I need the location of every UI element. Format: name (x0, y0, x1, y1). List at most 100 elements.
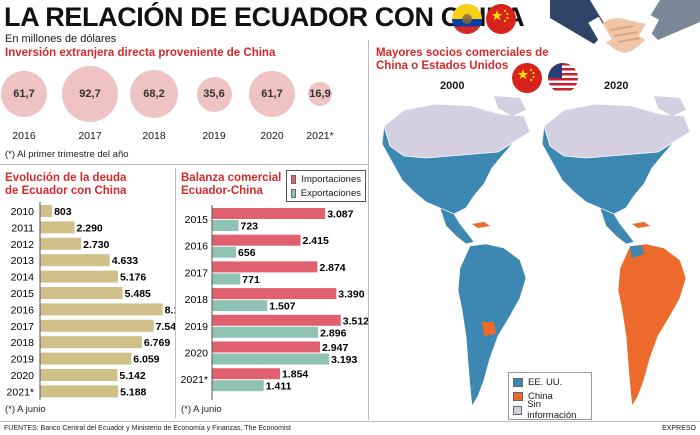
debt-value-label: 6.059 (133, 354, 159, 366)
exports-bar (212, 273, 241, 285)
canada-2000 (383, 103, 531, 159)
imports-bar (212, 288, 337, 300)
debt-bar (40, 287, 123, 299)
vertical-divider-small (175, 168, 176, 418)
inversion-bubble-chart: 61,7 2016 92,7 2017 68,2 2018 35,6 2019 61,7 2020… (0, 62, 368, 147)
map-year-right: 2020 (604, 80, 629, 92)
map-legend-none-label: Sin información (527, 399, 577, 421)
debt-bar (40, 369, 118, 381)
central-america-2020 (599, 207, 635, 245)
colombia-2020 (630, 246, 644, 258)
investment-bubble: 92,7 (62, 66, 118, 122)
legend-exports-label: Exportaciones (300, 187, 361, 199)
debt-value-label: 8.143 (165, 304, 175, 316)
debt-year-label: 2014 (11, 272, 35, 284)
trade-value-label: 3.390 (338, 289, 364, 301)
legend-item-imports: Importaciones (291, 172, 361, 186)
investment-bubble: 35,6 (196, 76, 232, 112)
none-swatch (513, 405, 523, 415)
investment-bubble: 68,2 (130, 70, 178, 118)
south-america-2020 (617, 243, 687, 407)
cuba-2020 (632, 222, 650, 228)
map-year-left: 2000 (440, 80, 465, 92)
balanza-bar-chart: 2015 3.087 723 2016 2.415 656 2017 2.874 771 2018… (181, 205, 368, 400)
map-legend: EE. UU. China Sin información (508, 372, 592, 421)
debt-year-label: 2021* (7, 386, 34, 398)
debt-bar (40, 205, 53, 217)
debt-value-label: 7.547 (156, 321, 175, 333)
investment-value-label: 68,2 (143, 88, 165, 100)
imports-bar (212, 341, 321, 353)
investment-value-label: 35,6 (203, 88, 225, 100)
balanza-title-line2: Ecuador-China (181, 185, 263, 197)
trade-value-label: 1.411 (266, 381, 292, 393)
map-legend-none: Sin información (513, 399, 587, 421)
central-america-2000 (439, 207, 475, 245)
debt-bar (40, 254, 110, 267)
canada-2020 (543, 103, 691, 159)
greenland-2000 (494, 96, 526, 116)
debt-year-label: 2018 (11, 337, 35, 349)
investment-value-label: 92,7 (79, 88, 101, 100)
deuda-title-line1: Evolución de la deuda (5, 172, 127, 184)
trade-value-label: 1.507 (269, 301, 295, 313)
inversion-note: (*) Al primer trimestre del año (5, 149, 129, 160)
imports-bar (212, 208, 326, 219)
exports-bar (212, 380, 264, 392)
debt-bar (40, 385, 119, 398)
debt-value-label: 5.142 (119, 370, 145, 382)
balanza-legend: Importaciones Exportaciones (286, 170, 366, 202)
deuda-title-line2: de Ecuador con China (5, 185, 127, 197)
china-flag-small-icon (512, 63, 542, 93)
debt-value-label: 2.290 (76, 222, 102, 234)
map-2000 (381, 96, 531, 407)
exports-bar (212, 353, 330, 365)
exports-bar (212, 246, 237, 258)
ecuador-flag-icon (452, 4, 482, 34)
debt-year-label: 2016 (11, 304, 35, 316)
investment-year-label: 2018 (142, 130, 166, 142)
trade-year-label: 2017 (185, 267, 209, 279)
legend-item-exports: Exportaciones (291, 186, 361, 200)
investment-value-label: 61,7 (13, 88, 35, 100)
cuba-2000 (472, 222, 490, 228)
debt-year-label: 2020 (11, 370, 35, 382)
map-legend-china: China (513, 389, 587, 403)
investment-year-label: 2016 (12, 130, 36, 142)
debt-year-label: 2012 (11, 239, 35, 251)
exports-bar (212, 220, 239, 231)
imports-swatch (291, 174, 297, 184)
trade-value-label: 2.415 (303, 235, 329, 247)
trade-value-label: 3.087 (327, 209, 353, 221)
debt-bar (40, 352, 132, 365)
debt-value-label: 6.769 (144, 337, 170, 349)
vertical-divider (368, 40, 369, 420)
debt-bar (40, 303, 163, 316)
investment-bubble: 61,7 (249, 71, 295, 117)
trade-value-label: 723 (241, 221, 259, 233)
trade-value-label: 3.193 (331, 354, 357, 366)
page-title: LA RELACIÓN DE ECUADOR CON CHINA (4, 2, 525, 32)
trade-value-label: 1.854 (282, 369, 308, 381)
us-swatch (513, 377, 523, 387)
trade-year-label: 2016 (185, 241, 209, 253)
trade-year-label: 2015 (185, 214, 209, 226)
investment-year-label: 2019 (202, 130, 226, 142)
debt-value-label: 4.633 (112, 255, 138, 267)
exports-swatch (291, 188, 296, 198)
exports-bar (212, 300, 268, 312)
debt-bar (40, 221, 75, 234)
debt-bar (40, 336, 142, 349)
balanza-note: (*) A junio (181, 404, 222, 415)
investment-year-label: 2017 (78, 130, 102, 142)
page-subtitle: En millones de dólares (5, 33, 117, 45)
imports-bar (212, 368, 280, 380)
map-legend-us-label: EE. UU. (528, 376, 563, 388)
trade-year-label: 2018 (185, 294, 209, 306)
mapa-title-line1: Mayores socios comerciales de (376, 47, 549, 59)
imports-bar (212, 234, 301, 246)
imports-bar (212, 314, 341, 326)
debt-year-label: 2017 (11, 321, 35, 333)
investment-bubble: 16,9 (308, 82, 332, 106)
greenland-2020 (654, 96, 686, 116)
